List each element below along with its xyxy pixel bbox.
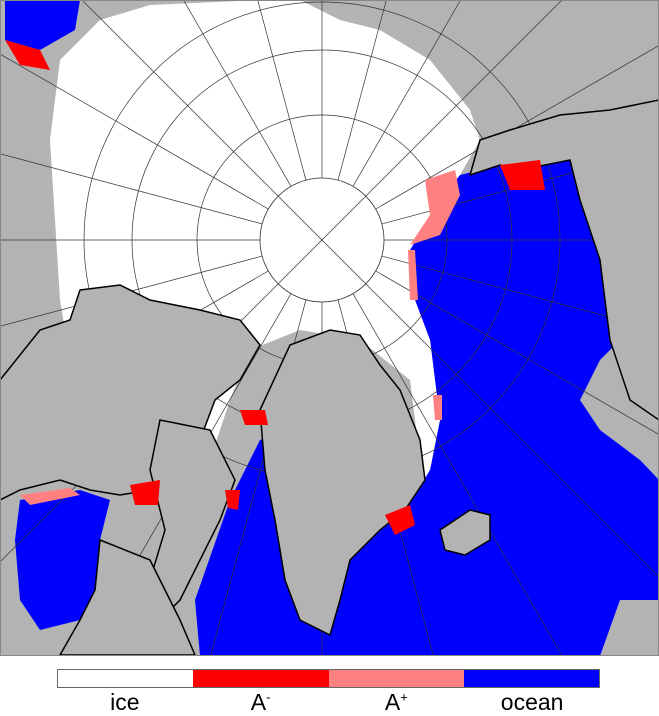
iceland [439, 509, 491, 556]
legend-swatch-ice [58, 670, 194, 687]
legend-swatch-a-minus [193, 670, 329, 687]
a-minus-patch [130, 480, 160, 505]
a-plus-patch [408, 250, 418, 300]
meridian-line [183, 0, 292, 187]
ocean-hudson-bay [15, 490, 110, 630]
a-minus-patch [385, 505, 415, 535]
legend-swatch-ocean [463, 670, 599, 687]
sea-ice-map [0, 0, 659, 656]
a-minus-patch [5, 40, 50, 70]
meridian-line [365, 0, 563, 197]
ocean-bering [5, 0, 80, 50]
meridian-line [352, 0, 461, 187]
meridian-line [81, 0, 279, 197]
legend-label-ice: ice [110, 689, 140, 715]
a-plus-patch [410, 170, 460, 245]
a-minus-patch [240, 410, 268, 425]
legend-swatch-a-plus [328, 670, 464, 687]
a-plus-patch [433, 395, 442, 420]
meridian-line [0, 153, 263, 225]
legend-label-ocean: ocean [500, 689, 564, 715]
a-plus-patch [20, 488, 80, 505]
a-minus-patch [225, 490, 240, 510]
meridian-line [365, 283, 659, 578]
meridian-line [375, 270, 659, 435]
meridian-line [257, 0, 307, 181]
legend-labels: ice A- A+ ocean [57, 690, 600, 714]
meridian-line [0, 53, 269, 210]
meridian-line [337, 0, 387, 181]
a-minus-patch [500, 160, 545, 190]
legend-colorbar [57, 669, 600, 688]
legend-label-a-plus: A+ [384, 689, 408, 715]
meridian-line [352, 293, 562, 656]
grid-line [277, 195, 367, 285]
baffin-island [149, 419, 236, 622]
legend-label-a-minus: A- [250, 689, 271, 715]
